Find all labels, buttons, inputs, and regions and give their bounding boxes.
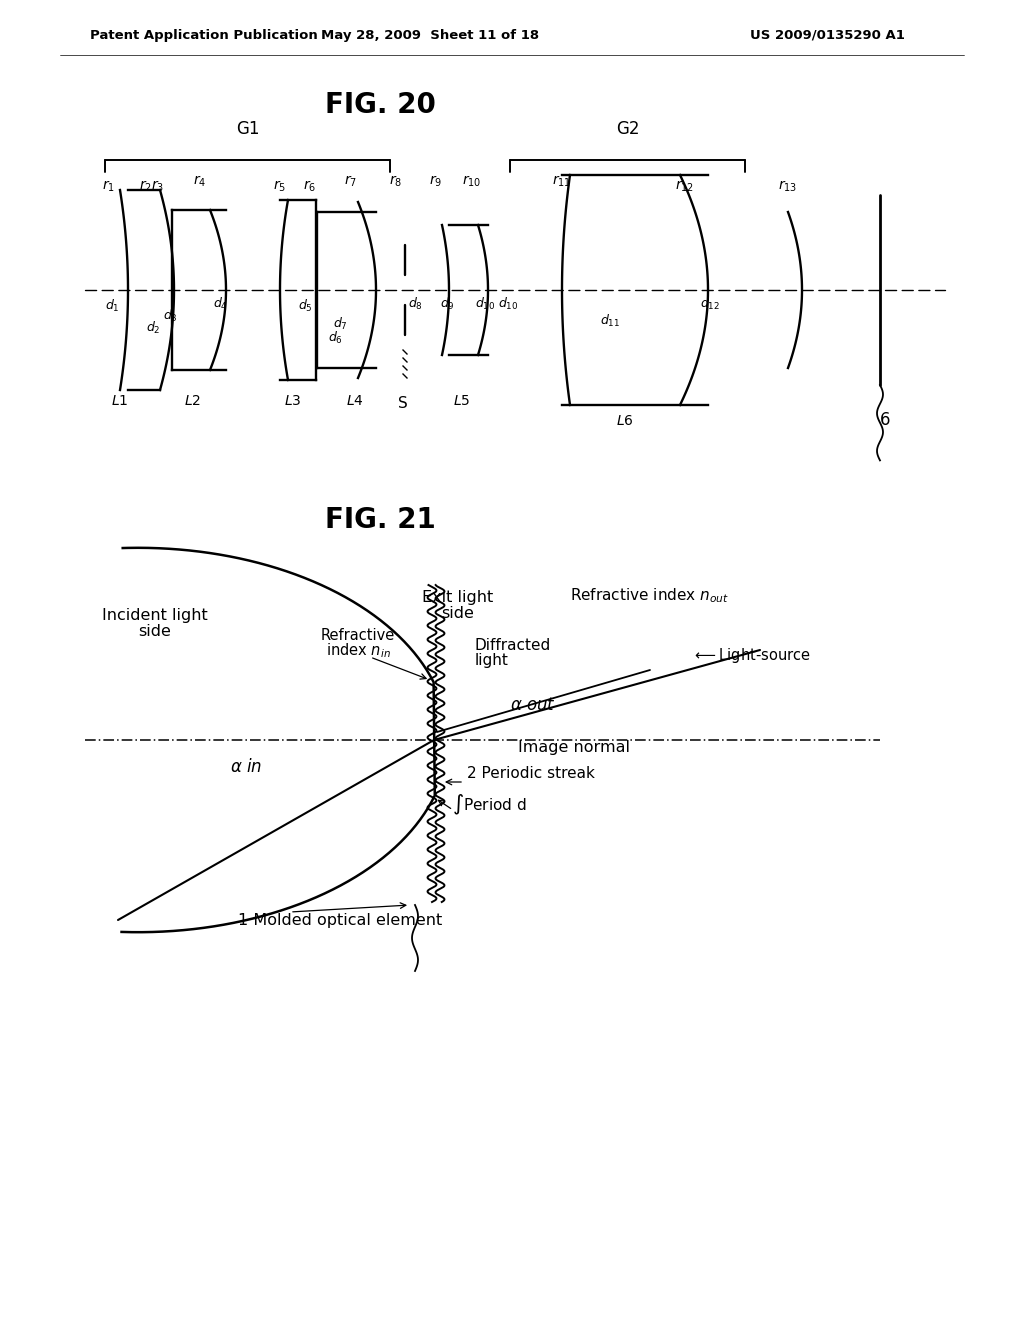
Text: $L4$: $L4$ [346, 393, 364, 408]
Text: $d_4$: $d_4$ [213, 296, 227, 312]
Text: $L2$: $L2$ [184, 393, 202, 408]
Text: $d_{10}$: $d_{10}$ [475, 296, 496, 312]
Text: 2 Periodic streak: 2 Periodic streak [467, 766, 595, 781]
Text: Patent Application Publication: Patent Application Publication [90, 29, 317, 41]
Text: $r_{10}$: $r_{10}$ [462, 174, 481, 189]
Text: $r_2r_3$: $r_2r_3$ [139, 180, 165, 194]
Text: $L6$: $L6$ [616, 414, 634, 428]
Text: G1: G1 [237, 120, 260, 139]
Text: $r_9$: $r_9$ [429, 174, 442, 189]
Text: $d_9$: $d_9$ [439, 296, 455, 312]
Text: Incident light: Incident light [102, 609, 208, 623]
Text: S: S [398, 396, 408, 411]
Text: Refractive: Refractive [321, 628, 395, 643]
Text: $r_5$: $r_5$ [273, 180, 287, 194]
Text: Image normal: Image normal [518, 741, 630, 755]
Text: $r_{13}$: $r_{13}$ [778, 180, 798, 194]
Text: $d_3$: $d_3$ [163, 308, 177, 325]
Text: $r_6$: $r_6$ [303, 180, 316, 194]
Text: $\int$Period d: $\int$Period d [452, 792, 526, 817]
Text: US 2009/0135290 A1: US 2009/0135290 A1 [750, 29, 905, 41]
Text: $r_8$: $r_8$ [389, 174, 402, 189]
Text: Exit light: Exit light [422, 590, 494, 605]
Text: $d_2$: $d_2$ [145, 319, 161, 337]
Text: Refractive index $n_{out}$: Refractive index $n_{out}$ [570, 586, 729, 605]
Text: $r_7$: $r_7$ [344, 174, 357, 189]
Text: index $n_{in}$: index $n_{in}$ [326, 642, 390, 660]
Text: $d_5$: $d_5$ [298, 298, 312, 314]
Text: $L5$: $L5$ [454, 393, 471, 408]
Text: $d_7$: $d_7$ [333, 315, 347, 333]
Text: $d_{12}$: $d_{12}$ [700, 296, 720, 312]
Text: 6: 6 [880, 411, 890, 429]
Text: $r_4$: $r_4$ [194, 174, 207, 189]
Text: light: light [475, 653, 509, 668]
Text: May 28, 2009  Sheet 11 of 18: May 28, 2009 Sheet 11 of 18 [321, 29, 539, 41]
Text: $d_1$: $d_1$ [104, 298, 120, 314]
Text: Diffracted: Diffracted [475, 638, 551, 653]
Text: FIG. 21: FIG. 21 [325, 506, 435, 535]
Text: $r_{11}$: $r_{11}$ [552, 174, 571, 189]
Text: $\alpha$ out: $\alpha$ out [510, 696, 556, 714]
Text: $r_{12}$: $r_{12}$ [676, 180, 694, 194]
Text: $\longleftarrow$Light-source: $\longleftarrow$Light-source [692, 645, 811, 665]
Text: side: side [138, 624, 171, 639]
Text: $L3$: $L3$ [285, 393, 302, 408]
Text: $d_6$: $d_6$ [328, 330, 342, 346]
Text: $L1$: $L1$ [112, 393, 129, 408]
Text: $d_{11}$: $d_{11}$ [600, 313, 621, 329]
Text: G2: G2 [616, 120, 640, 139]
Text: 1 Molded optical element: 1 Molded optical element [238, 913, 442, 928]
Text: $r_1$: $r_1$ [101, 180, 115, 194]
Text: $d_{10}$: $d_{10}$ [498, 296, 518, 312]
Text: side: side [441, 606, 474, 620]
Text: $\alpha$ in: $\alpha$ in [229, 758, 262, 776]
Text: $d_8$: $d_8$ [408, 296, 423, 312]
Text: FIG. 20: FIG. 20 [325, 91, 435, 119]
